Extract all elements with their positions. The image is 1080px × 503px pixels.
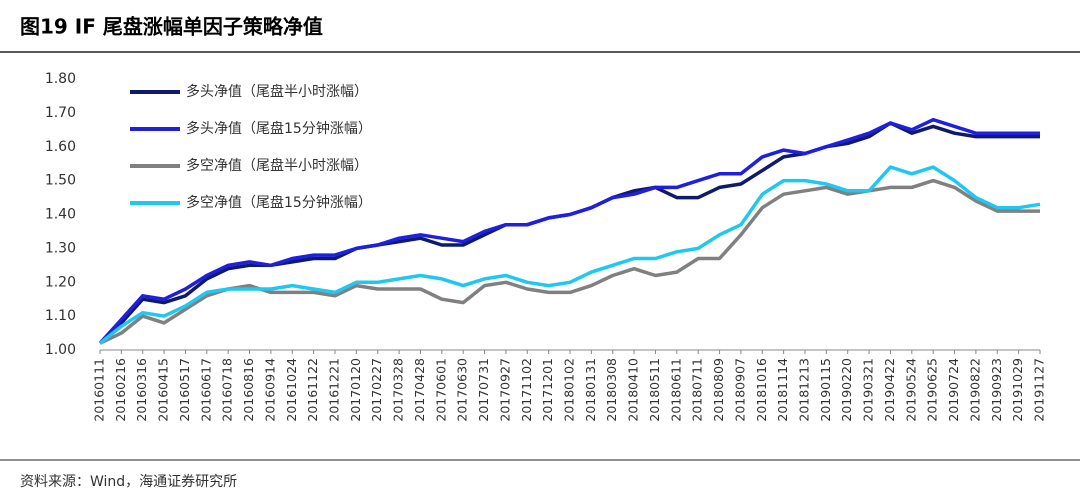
x-tick-label: 20180102 bbox=[562, 358, 577, 422]
x-tick-label: 20190422 bbox=[882, 358, 897, 422]
x-tick-label: 20180131 bbox=[583, 358, 598, 422]
y-tick-label: 1.50 bbox=[45, 173, 76, 189]
x-tick-label: 20190220 bbox=[839, 358, 854, 422]
x-tick-label: 20191127 bbox=[1032, 358, 1047, 422]
x-tick-label: 20160415 bbox=[156, 358, 171, 422]
series-line bbox=[98, 117, 1040, 345]
x-tick-label: 20190923 bbox=[989, 358, 1004, 422]
x-tick-label: 20170227 bbox=[369, 358, 384, 422]
x-tick-label: 20160914 bbox=[262, 358, 277, 422]
x-tick-label: 20160617 bbox=[198, 358, 213, 422]
x-tick-label: 20180511 bbox=[647, 358, 662, 422]
y-tick-label: 1.10 bbox=[45, 308, 76, 324]
x-tick-label: 20160517 bbox=[177, 358, 192, 422]
x-tick-label: 20181213 bbox=[797, 358, 812, 422]
x-tick-label: 20170428 bbox=[412, 358, 427, 422]
series-line bbox=[98, 165, 1041, 345]
y-tick-label: 1.20 bbox=[45, 274, 76, 290]
x-tick-label: 20190724 bbox=[946, 358, 961, 422]
x-tick-label: 20180809 bbox=[711, 358, 726, 422]
chart-title: 图19 IF 尾盘涨幅单因子策略净值 bbox=[20, 15, 323, 39]
legend-label: 多头净值（尾盘半小时涨幅） bbox=[186, 83, 368, 100]
y-tick-label: 1.40 bbox=[45, 207, 76, 223]
x-tick-label: 20160718 bbox=[220, 358, 235, 422]
x-tick-label: 20180711 bbox=[690, 358, 705, 422]
x-tick-label: 20161221 bbox=[327, 358, 342, 422]
x-tick-label: 20190321 bbox=[861, 358, 876, 422]
x-tick-label: 20160816 bbox=[241, 358, 256, 422]
source-note: 资料来源：Wind，海通证券研究所 bbox=[20, 474, 237, 490]
x-tick-label: 20170120 bbox=[348, 358, 363, 422]
x-tick-label: 20170601 bbox=[433, 358, 448, 422]
x-tick-label: 20161122 bbox=[305, 358, 320, 422]
y-tick-label: 1.80 bbox=[45, 71, 76, 87]
x-tick-label: 20180308 bbox=[604, 358, 619, 422]
y-tick-label: 1.60 bbox=[45, 139, 76, 155]
x-tick-label: 20190524 bbox=[903, 358, 918, 422]
legend-label: 多头净值（尾盘15分钟涨幅） bbox=[186, 120, 372, 137]
x-tick-label: 20160316 bbox=[134, 358, 149, 422]
y-tick-label: 1.70 bbox=[45, 105, 76, 121]
legend-label: 多空净值（尾盘15分钟涨幅） bbox=[186, 194, 372, 211]
x-tick-label: 20161024 bbox=[284, 358, 299, 422]
x-tick-label: 20190115 bbox=[818, 358, 833, 422]
x-tick-label: 20181016 bbox=[754, 358, 769, 422]
series-line bbox=[98, 121, 1040, 345]
x-tick-label: 20190625 bbox=[925, 358, 940, 422]
x-tick-label: 20160111 bbox=[92, 358, 107, 422]
x-tick-label: 20171201 bbox=[540, 358, 555, 422]
x-tick-label: 20181114 bbox=[775, 358, 790, 422]
x-tick-label: 20170630 bbox=[455, 358, 470, 422]
x-tick-label: 20180611 bbox=[668, 358, 683, 422]
x-tick-label: 20180907 bbox=[732, 358, 747, 422]
legend-label: 多空净值（尾盘半小时涨幅） bbox=[186, 157, 368, 174]
x-tick-label: 20190822 bbox=[967, 358, 982, 422]
x-tick-label: 20170927 bbox=[497, 358, 512, 422]
y-tick-label: 1.30 bbox=[45, 240, 76, 256]
x-tick-label: 20171102 bbox=[519, 358, 534, 422]
x-tick-label: 20160216 bbox=[113, 358, 128, 422]
x-tick-label: 20170328 bbox=[391, 358, 406, 422]
y-tick-label: 1.00 bbox=[45, 342, 76, 358]
x-tick-label: 20180410 bbox=[626, 358, 641, 422]
x-tick-label: 20191029 bbox=[1010, 358, 1025, 422]
x-tick-label: 20170731 bbox=[476, 358, 491, 422]
